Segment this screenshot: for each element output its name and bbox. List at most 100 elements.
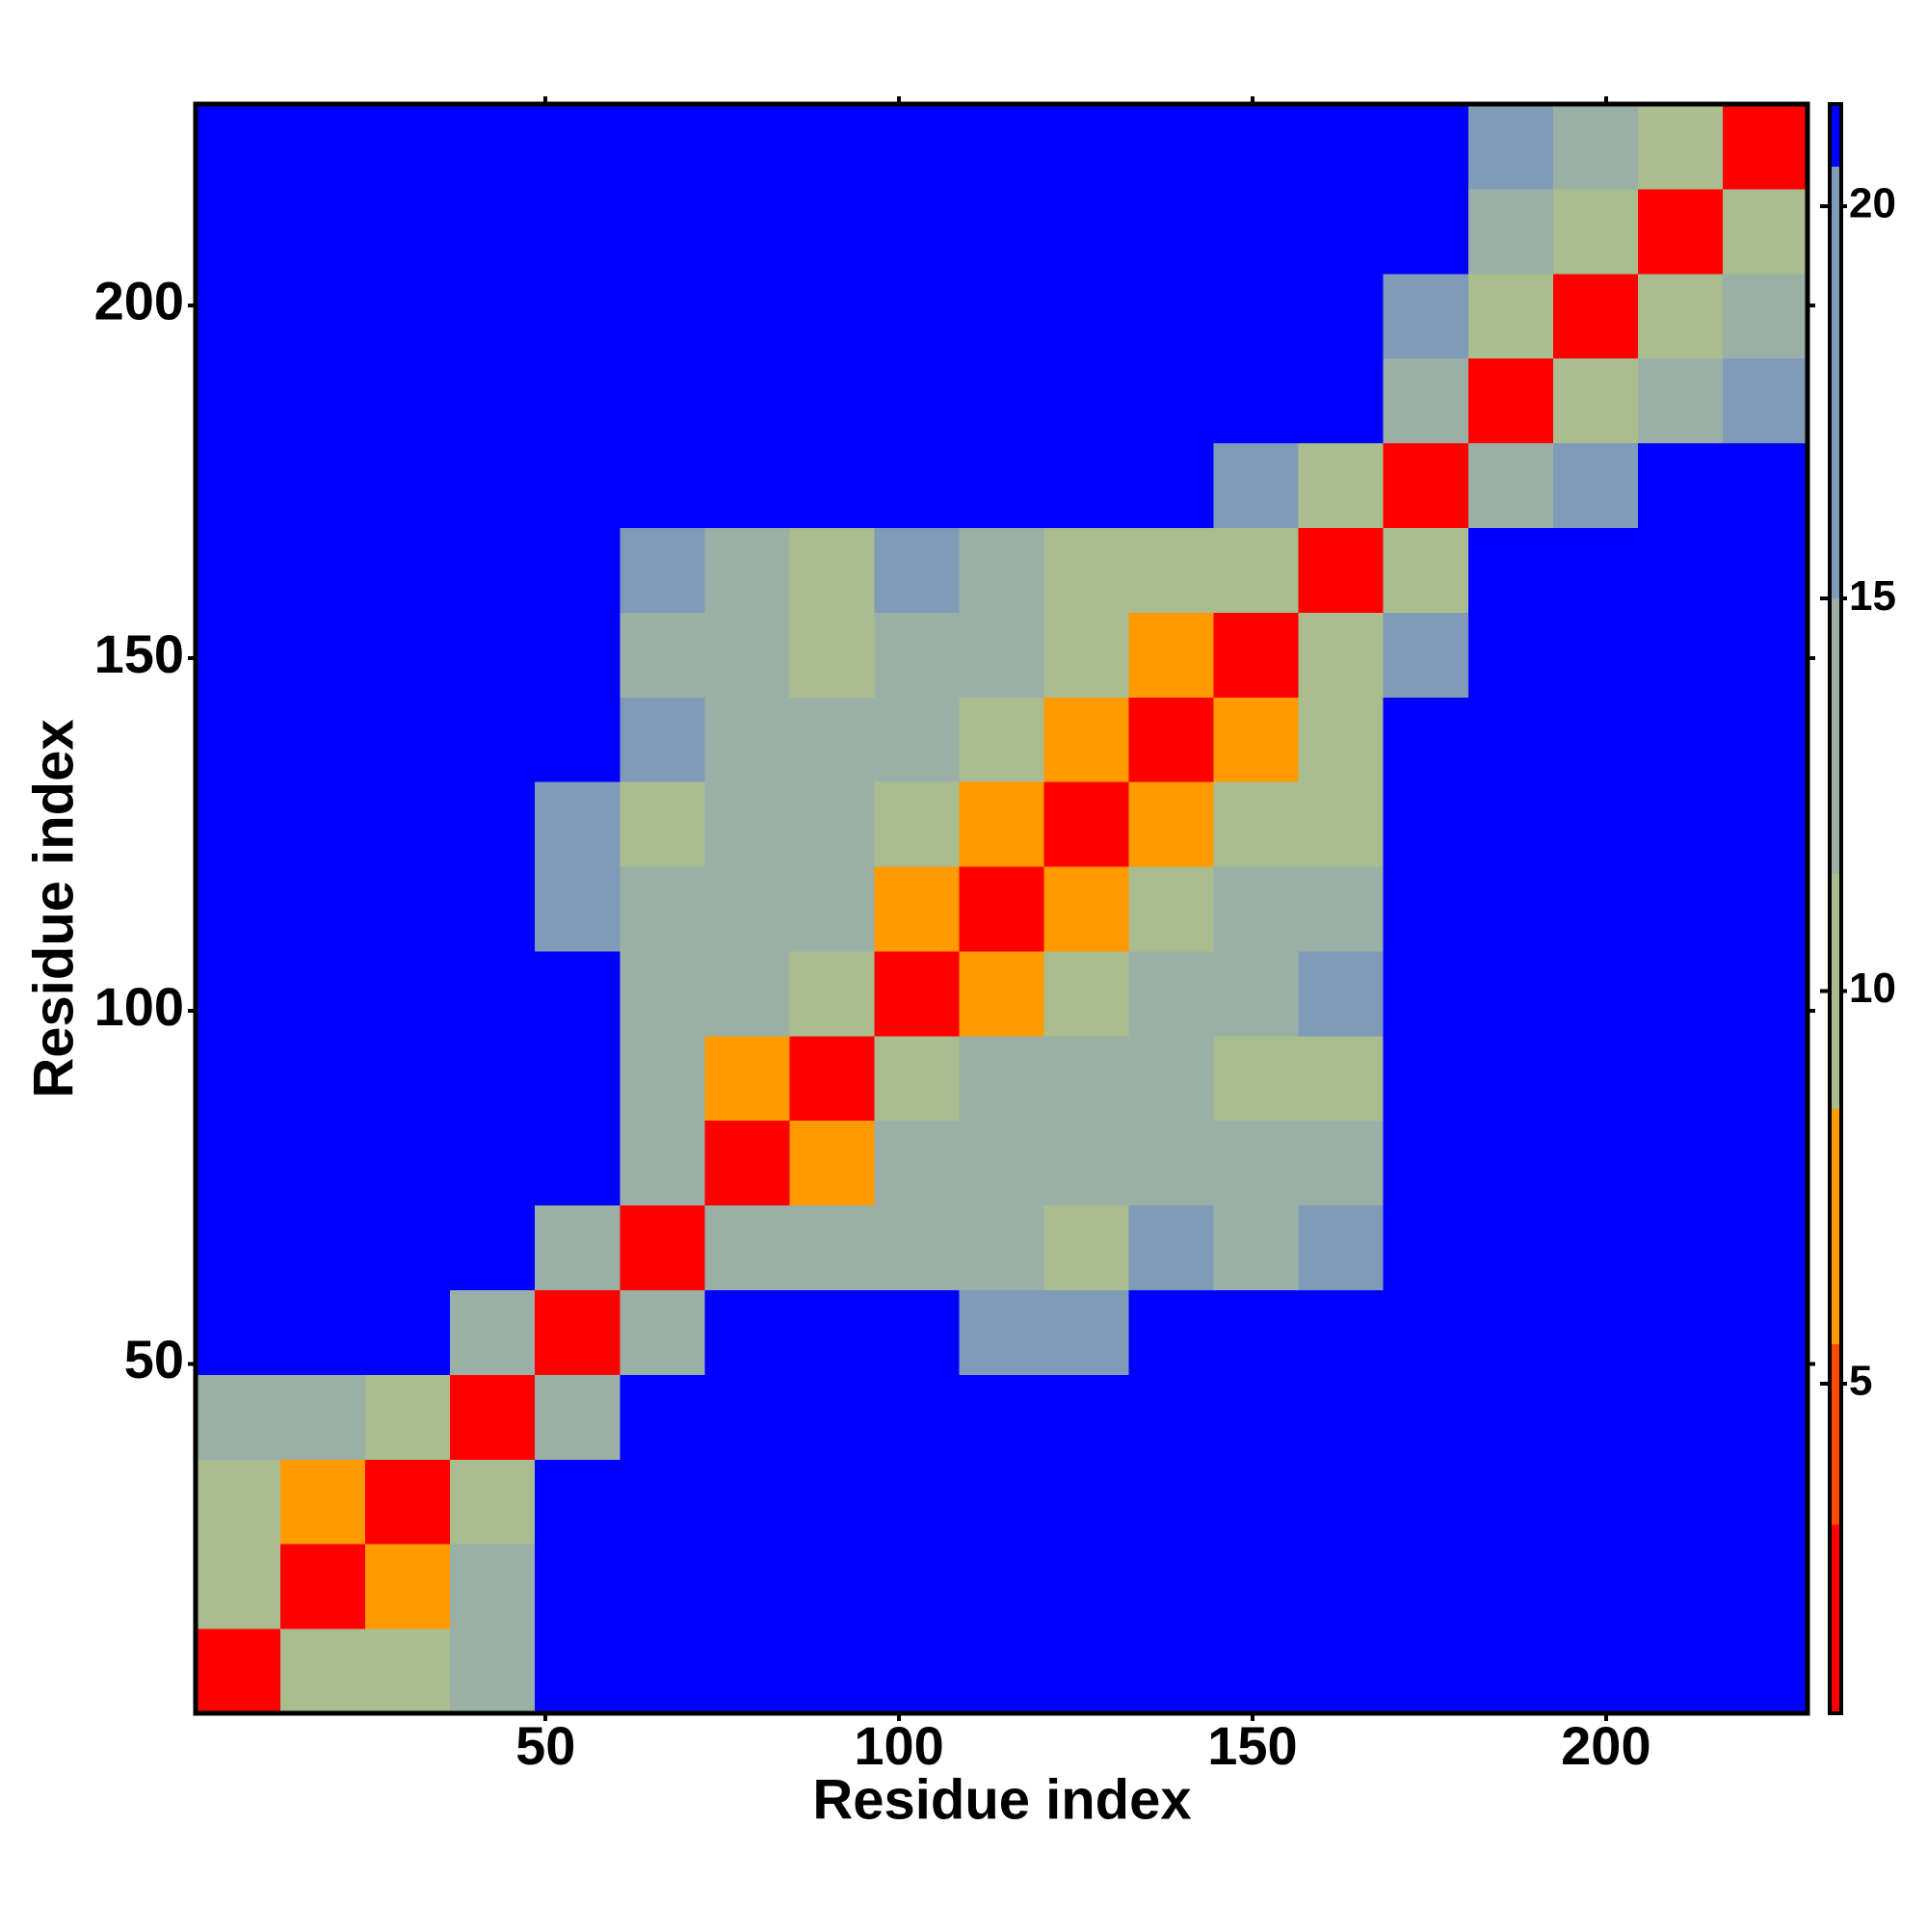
heatmap-cell xyxy=(280,697,366,782)
heatmap-cell xyxy=(1383,442,1469,528)
colorbar-tick-label: 20 xyxy=(1849,180,1896,227)
heatmap-cell xyxy=(1383,104,1469,190)
heatmap-cell xyxy=(1128,442,1215,528)
heatmap-cell xyxy=(1467,1120,1554,1206)
heatmap-cell xyxy=(1128,1374,1215,1460)
heatmap-cell xyxy=(1552,527,1639,613)
heatmap-cell xyxy=(365,273,451,359)
heatmap-cell xyxy=(620,188,705,275)
colorbar-band xyxy=(1830,1524,1841,1713)
heatmap-cell xyxy=(535,950,620,1037)
heatmap-cell xyxy=(196,1289,281,1375)
heatmap-cell xyxy=(1722,1289,1808,1375)
heatmap-cell xyxy=(1128,188,1215,275)
heatmap-cell xyxy=(1552,866,1639,952)
heatmap-cell xyxy=(1552,697,1639,782)
heatmap-cell xyxy=(365,104,451,190)
heatmap-cell xyxy=(1043,1459,1130,1545)
heatmap-cell xyxy=(1213,527,1300,613)
heatmap-cell xyxy=(196,781,281,867)
heatmap-cell xyxy=(450,1035,536,1122)
heatmap-cell xyxy=(450,950,536,1037)
heatmap-cell xyxy=(959,273,1045,359)
heatmap-cell xyxy=(1552,1289,1639,1375)
heatmap-cell xyxy=(620,1289,705,1375)
heatmap-cell xyxy=(704,1459,790,1545)
heatmap-cell xyxy=(1043,1289,1130,1375)
heatmap-cell xyxy=(1298,1544,1385,1629)
heatmap-cell xyxy=(196,1374,281,1460)
heatmap-cell xyxy=(1722,866,1808,952)
heatmap-cell xyxy=(874,527,960,613)
heatmap-cell xyxy=(535,442,620,528)
heatmap-cell xyxy=(874,357,960,444)
heatmap-cell xyxy=(1467,273,1554,359)
heatmap-cell xyxy=(620,1628,705,1714)
heatmap-cell xyxy=(1213,1035,1300,1122)
heatmap-cell xyxy=(1128,273,1215,359)
heatmap-cell xyxy=(1043,1374,1130,1460)
heatmap-cell xyxy=(1552,104,1639,190)
colorbar-tick-label: 10 xyxy=(1849,965,1896,1012)
heatmap-cell xyxy=(874,273,960,359)
heatmap-cell xyxy=(1128,104,1215,190)
heatmap-cell xyxy=(704,1374,790,1460)
heatmap-cell xyxy=(365,442,451,528)
heatmap-cell xyxy=(1298,104,1385,190)
heatmap-cell xyxy=(620,950,705,1037)
heatmap-cell xyxy=(535,1120,620,1206)
heatmap-cell xyxy=(1467,104,1554,190)
heatmap-cell xyxy=(280,1628,366,1714)
heatmap-cell xyxy=(1383,950,1469,1037)
heatmap-cell xyxy=(1043,442,1130,528)
heatmap-cell xyxy=(1467,1628,1554,1714)
y-tick-label: 200 xyxy=(94,271,184,331)
heatmap-cell xyxy=(1467,1459,1554,1545)
heatmap-cell xyxy=(1467,1289,1554,1375)
y-tick-label: 150 xyxy=(94,623,184,684)
heatmap-cell xyxy=(959,104,1045,190)
colorbar-band xyxy=(1830,1108,1841,1345)
heatmap-cell xyxy=(1298,1289,1385,1375)
heatmap-cell xyxy=(1298,1374,1385,1460)
heatmap-cell xyxy=(450,1628,536,1714)
heatmap-cell xyxy=(620,104,705,190)
heatmap-cell xyxy=(450,697,536,782)
heatmap-cell xyxy=(1128,950,1215,1037)
heatmap-cell xyxy=(365,612,451,698)
heatmap-cell xyxy=(1043,781,1130,867)
heatmap-cell xyxy=(196,697,281,782)
heatmap-cell xyxy=(1552,442,1639,528)
heatmap-cell xyxy=(620,273,705,359)
heatmap-cell xyxy=(280,527,366,613)
heatmap-cell xyxy=(1128,697,1215,782)
heatmap-cell xyxy=(1383,527,1469,613)
heatmap-cell xyxy=(1128,1035,1215,1122)
heatmap-cell xyxy=(1383,1544,1469,1629)
heatmap-cell xyxy=(365,188,451,275)
heatmap-cell xyxy=(365,357,451,444)
heatmap-cell xyxy=(1128,781,1215,867)
heatmap-cell xyxy=(1467,697,1554,782)
heatmap-cell xyxy=(1722,1204,1808,1291)
heatmap-cell xyxy=(959,950,1045,1037)
heatmap-cell xyxy=(1298,866,1385,952)
heatmap-cell xyxy=(704,866,790,952)
heatmap-cell xyxy=(874,612,960,698)
heatmap-cell xyxy=(1722,950,1808,1037)
heatmap-cell xyxy=(620,1035,705,1122)
heatmap-cell xyxy=(874,442,960,528)
heatmap-cell xyxy=(1637,697,1724,782)
heatmap-cell xyxy=(789,442,875,528)
heatmap-cell xyxy=(450,357,536,444)
heatmap-cell xyxy=(1298,357,1385,444)
heatmap-cell xyxy=(1722,781,1808,867)
heatmap-cell xyxy=(196,1628,281,1714)
heatmap-cell xyxy=(450,781,536,867)
heatmap-cell xyxy=(1128,357,1215,444)
heatmap-cell xyxy=(280,950,366,1037)
heatmap-cell xyxy=(1383,1120,1469,1206)
heatmap-cell xyxy=(450,1289,536,1375)
heatmap-cell xyxy=(1043,357,1130,444)
